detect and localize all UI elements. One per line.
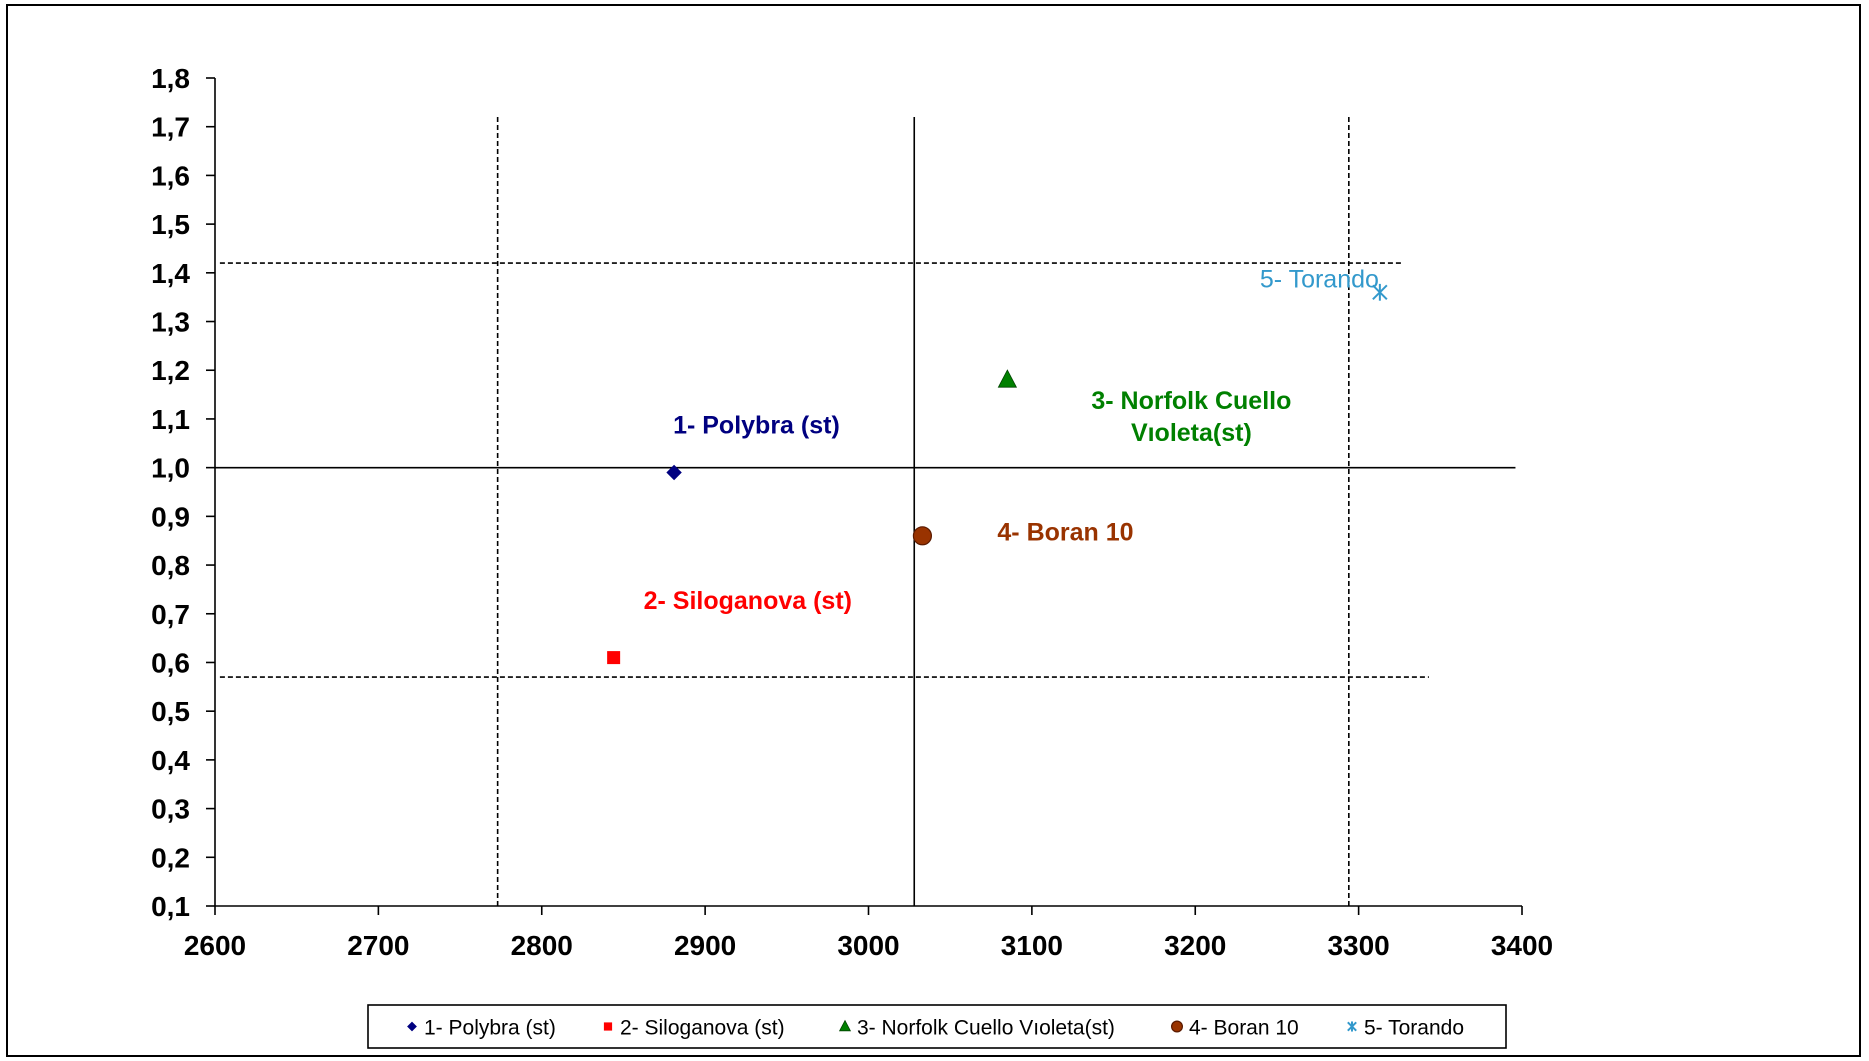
y-tick-label: 1,1 xyxy=(151,404,190,435)
y-tick-label: 0,8 xyxy=(151,550,190,581)
data-label-5: 5- Torando xyxy=(1260,265,1379,293)
y-tick-label: 0,9 xyxy=(151,501,190,532)
legend-box xyxy=(367,1004,1507,1049)
legend-marker-4 xyxy=(1170,1020,1183,1033)
y-tick-label: 1,7 xyxy=(151,112,190,143)
axes: 0,1 0,2 0,3 0,4 0,5 0,6 0,7 0,8 0,9 1,0 1,1 1,2 1,3 1… xyxy=(151,63,1553,961)
legend-marker-3 xyxy=(838,1019,852,1032)
y-tick-label: 0,2 xyxy=(151,842,190,873)
y-tick-label: 1,3 xyxy=(151,307,190,338)
y-tick-label: 0,3 xyxy=(151,794,190,825)
x-tick-label: 3000 xyxy=(837,930,899,961)
data-point-5 xyxy=(1372,283,1388,301)
data-label-3: 3- Norfolk Cuello Vıoleta(st) xyxy=(1091,387,1291,447)
x-tick-label: 3300 xyxy=(1327,930,1389,961)
y-tick-label: 0,7 xyxy=(151,599,190,630)
y-tick-label: 0,4 xyxy=(151,745,190,776)
y-tick-label: 0,6 xyxy=(151,647,190,678)
data-point-2 xyxy=(607,651,621,665)
y-tick-label: 1,4 xyxy=(151,258,190,289)
y-tick-label: 1,8 xyxy=(151,63,190,94)
legend-label-3: 3- Norfolk Cuello Vıoleta(st) xyxy=(857,1017,1115,1040)
y-tick-label: 1,0 xyxy=(151,453,190,484)
x-tick-label: 3200 xyxy=(1164,930,1226,961)
legend-label-1: 1- Polybra (st) xyxy=(424,1017,556,1040)
y-tick-label: 1,2 xyxy=(151,355,190,386)
data-label-2: 2- Siloganova (st) xyxy=(644,587,852,615)
y-tick-label: 0,5 xyxy=(151,696,190,727)
legend-marker-2 xyxy=(603,1022,613,1031)
reference-lines xyxy=(215,116,1516,906)
legend: 1- Polybra (st) 2- Siloganova (st) 3- Norf… xyxy=(367,1004,1507,1049)
x-tick-label: 2800 xyxy=(511,930,573,961)
x-tick-label: 2600 xyxy=(184,930,246,961)
chart-frame xyxy=(6,4,1861,1057)
data-label-1: 1- Polybra (st) xyxy=(673,412,840,440)
data-label-4: 4- Boran 10 xyxy=(997,519,1133,547)
legend-label-2: 2- Siloganova (st) xyxy=(620,1017,785,1040)
point-labels: 1- Polybra (st) 2- Siloganova (st) 3- Norf… xyxy=(644,265,1379,614)
data-point-4 xyxy=(912,526,933,546)
data-point-3 xyxy=(997,369,1018,388)
x-tick-label: 2700 xyxy=(347,930,409,961)
legend-marker-1 xyxy=(407,1021,417,1032)
data-point-1 xyxy=(666,464,682,481)
x-tick-label: 3400 xyxy=(1491,930,1553,961)
x-tick-label: 3100 xyxy=(1001,930,1063,961)
y-tick-label: 1,5 xyxy=(151,209,190,240)
y-tick-label: 0,1 xyxy=(151,891,190,922)
legend-label-4: 4- Boran 10 xyxy=(1189,1017,1299,1040)
x-tick-label: 2900 xyxy=(674,930,736,961)
data-points xyxy=(607,283,1388,665)
y-tick-label: 1,6 xyxy=(151,160,190,191)
legend-marker-5 xyxy=(1347,1021,1357,1032)
legend-label-5: 5- Torando xyxy=(1364,1017,1464,1040)
